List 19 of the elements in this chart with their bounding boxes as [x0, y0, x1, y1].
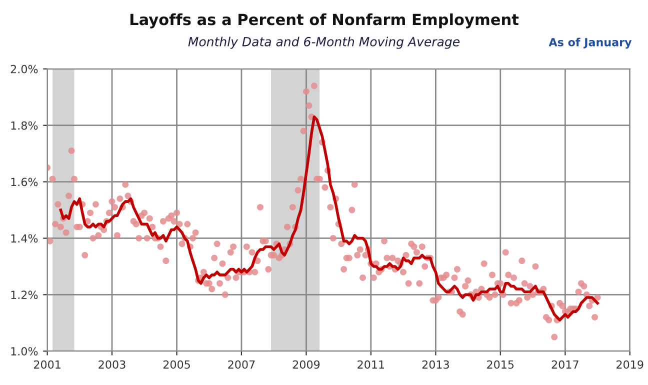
- x-tick-label: 2009: [292, 360, 320, 369]
- y-tick-label: 2.0%: [10, 64, 38, 74]
- y-tick-label: 1.6%: [11, 178, 38, 186]
- y-tick-label: 1.2%: [11, 290, 38, 300]
- x-tick-label: 2011: [358, 360, 384, 369]
- x-tick-label: 2015: [487, 360, 514, 369]
- x-tick-label: 2013: [422, 360, 449, 369]
- chart-subtitle: Monthly Data and 6-Month Moving Average: [188, 36, 460, 49]
- text: As of January: [548, 38, 632, 49]
- y-tick-label: 1.8%: [11, 121, 38, 130]
- x-tick-label: 2005: [163, 360, 190, 369]
- y-tick-label: 1.0%: [11, 347, 38, 356]
- x-tick-label: 2007: [228, 360, 255, 369]
- y-tick-label: 1.4%: [11, 234, 38, 243]
- x-tick-label: 2003: [98, 360, 126, 369]
- x-tick-label: 2017: [552, 360, 578, 369]
- x-tick-label: 2001: [34, 360, 60, 369]
- chart-title: Layoffs as a Percent of Nonfarm Employment: [130, 13, 519, 28]
- x-tick-label: 2019: [616, 360, 644, 369]
